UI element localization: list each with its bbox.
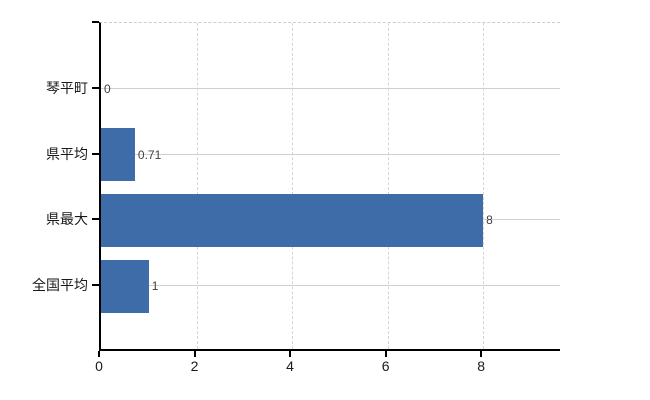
y-tick-2 — [92, 218, 99, 221]
x-tick-label-2: 4 — [286, 358, 294, 374]
x-tick-label-1: 2 — [190, 358, 199, 374]
value-label-3: 1 — [151, 279, 159, 294]
x-tick-4 — [480, 351, 483, 357]
category-label-0: 琴平町 — [46, 79, 88, 96]
bar-2 — [101, 193, 484, 247]
y-axis-top-tick — [92, 21, 99, 23]
x-tick-2 — [289, 351, 292, 357]
x-tick-1 — [193, 351, 196, 357]
vertical-gridline — [292, 23, 294, 349]
y-tick-0 — [92, 86, 99, 89]
x-tick-0 — [98, 351, 100, 357]
x-tick-label-3: 6 — [381, 358, 390, 374]
category-label-2: 県最大 — [46, 211, 88, 228]
x-tick-3 — [384, 351, 387, 357]
horizontal-gridline — [101, 153, 560, 155]
y-tick-1 — [92, 152, 99, 155]
vertical-gridline — [483, 23, 485, 349]
vertical-gridline — [196, 23, 198, 349]
plot-area: 0 0.71 8 1 — [99, 22, 560, 351]
y-tick-3 — [92, 284, 99, 287]
x-tick-label-0: 0 — [95, 358, 103, 374]
category-label-1: 県平均 — [46, 145, 88, 162]
x-tick-label-4: 8 — [477, 358, 486, 374]
category-label-3: 全国平均 — [32, 277, 88, 294]
horizontal-gridline — [101, 285, 560, 287]
horizontal-gridline — [101, 87, 560, 89]
bar-3 — [101, 259, 149, 313]
value-label-2: 8 — [486, 213, 493, 228]
value-label-1: 0.71 — [137, 147, 162, 162]
value-label-0: 0 — [104, 81, 111, 96]
vertical-gridline — [387, 23, 389, 349]
bar-1 — [101, 128, 135, 182]
